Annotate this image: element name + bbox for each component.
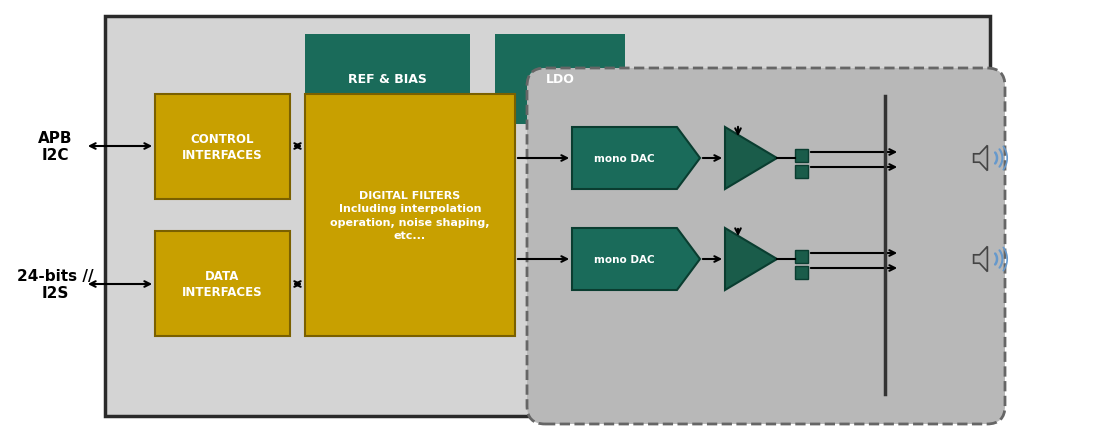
- Text: DIGITAL FILTERS
Including interpolation
operation, noise shaping,
etc...: DIGITAL FILTERS Including interpolation …: [330, 191, 489, 240]
- Bar: [795, 266, 808, 279]
- Bar: [305, 35, 470, 125]
- Text: 24-bits //
I2S: 24-bits // I2S: [16, 268, 93, 300]
- Bar: [795, 250, 808, 263]
- Polygon shape: [725, 128, 777, 190]
- Text: mono DAC: mono DAC: [595, 254, 655, 264]
- Text: DATA
INTERFACES: DATA INTERFACES: [182, 270, 263, 298]
- Bar: [155, 95, 290, 200]
- Bar: [795, 150, 808, 163]
- Text: APB
I2C: APB I2C: [37, 131, 72, 163]
- Bar: [305, 95, 514, 336]
- Text: LDO: LDO: [545, 73, 575, 86]
- Polygon shape: [974, 146, 987, 171]
- FancyBboxPatch shape: [527, 69, 1005, 424]
- Text: mono DAC: mono DAC: [595, 154, 655, 164]
- Polygon shape: [572, 228, 700, 290]
- Polygon shape: [974, 247, 987, 272]
- Polygon shape: [725, 228, 777, 290]
- Bar: [495, 35, 625, 125]
- FancyBboxPatch shape: [105, 17, 989, 416]
- Polygon shape: [572, 128, 700, 190]
- Text: CONTROL
INTERFACES: CONTROL INTERFACES: [182, 133, 263, 161]
- Bar: [795, 166, 808, 178]
- Text: REF & BIAS: REF & BIAS: [348, 73, 427, 86]
- Bar: [155, 231, 290, 336]
